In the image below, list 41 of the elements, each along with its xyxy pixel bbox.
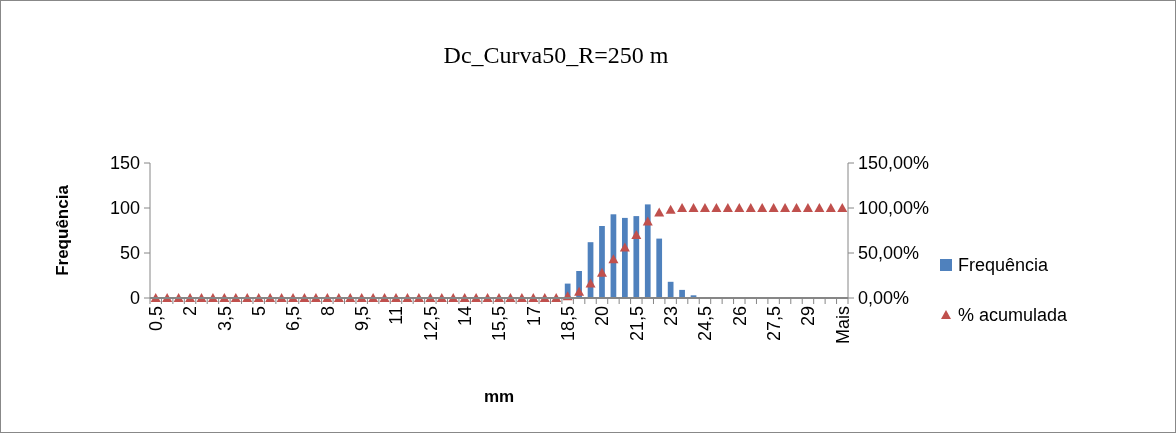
- x-tick-label: 23: [660, 306, 681, 327]
- y-tick-label: 100: [109, 198, 140, 219]
- x-tick-label: 26: [729, 306, 750, 327]
- y2-tick-label: 100,00%: [858, 198, 930, 219]
- bar: [599, 226, 605, 298]
- bar: [656, 238, 663, 298]
- x-tick-label: 3,5: [214, 306, 235, 332]
- x-tick-label: 17: [523, 306, 544, 327]
- bar: [622, 217, 628, 298]
- x-tick-label: 18,5: [557, 306, 578, 342]
- y-axis-title: Frequência: [53, 184, 72, 276]
- y2-tick-label: 50,00%: [858, 243, 920, 264]
- x-axis-title: mm: [483, 387, 515, 406]
- chart-title: Dc_Curva50_R=250 m: [443, 42, 669, 68]
- x-tick-label: 14: [454, 306, 475, 327]
- x-tick-label: 20: [592, 306, 613, 327]
- legend-label: Frequência: [958, 255, 1050, 276]
- x-tick-label: Mais: [832, 306, 853, 345]
- x-tick-label: 27,5: [763, 306, 784, 342]
- x-tick-label: 11: [386, 306, 407, 325]
- y-tick-label: 0: [129, 288, 140, 309]
- x-tick-label: 9,5: [351, 306, 372, 332]
- x-tick-label: 24,5: [695, 306, 716, 342]
- x-tick-label: 5: [249, 306, 269, 317]
- x-tick-label: 29: [798, 306, 819, 327]
- bar: [679, 289, 685, 298]
- x-tick-label: 12,5: [420, 306, 441, 342]
- x-tick-label: 0,5: [146, 306, 167, 332]
- y-tick-label: 50: [119, 243, 140, 264]
- y2-tick-label: 150,00%: [858, 153, 930, 174]
- x-tick-label: 21,5: [626, 306, 647, 342]
- bar: [644, 204, 651, 298]
- y2-tick-label: 0,00%: [858, 288, 910, 309]
- x-tick-label: 6,5: [283, 306, 304, 332]
- y-tick-label: 150: [109, 153, 140, 174]
- x-tick-label: 8: [317, 306, 338, 317]
- x-tick-label: 15,5: [489, 306, 510, 342]
- bar: [633, 216, 640, 298]
- legend-label: % acumulada: [958, 305, 1069, 326]
- bar: [667, 281, 674, 298]
- x-tick-label: 2: [180, 306, 201, 317]
